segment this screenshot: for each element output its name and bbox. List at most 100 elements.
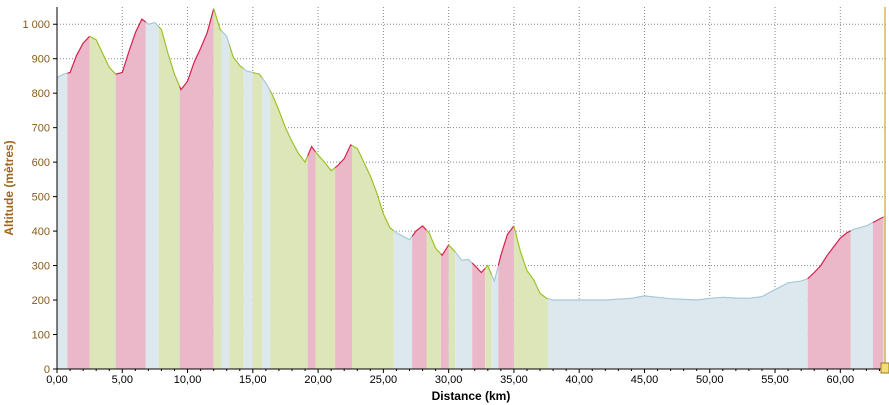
y-tick-label: 700 bbox=[32, 123, 50, 135]
climb-segment-area bbox=[67, 36, 90, 370]
x-tick-labels: 0,00 5,00 10,00 15,00 20,00 25,00 30,00 35,00 40… bbox=[46, 369, 880, 386]
flat-segment-area bbox=[547, 278, 808, 369]
x-tick-label: 20,00 bbox=[304, 374, 332, 386]
climb-segment-area bbox=[335, 144, 352, 369]
flat-segment-area bbox=[243, 68, 253, 369]
y-tick-label: 300 bbox=[32, 261, 50, 273]
x-tick-label: 50,00 bbox=[696, 374, 724, 386]
position-cursor[interactable] bbox=[880, 7, 889, 374]
y-tick-label: 600 bbox=[32, 157, 50, 169]
y-tick-labels: 0 100 200 300 400 500 600 700 800 900 1 000 bbox=[22, 19, 57, 376]
y-tick-label: 500 bbox=[32, 192, 50, 204]
x-tick-label: 55,00 bbox=[761, 374, 789, 386]
climb-segment-line bbox=[307, 145, 316, 157]
flat-segment-area bbox=[455, 251, 473, 369]
y-tick-label: 900 bbox=[32, 54, 50, 66]
flat-segment-area bbox=[57, 73, 68, 369]
descent-segment-area bbox=[252, 72, 262, 369]
climb-segment-line bbox=[179, 8, 215, 91]
cursor-handle[interactable] bbox=[880, 362, 889, 374]
descent-segment-line bbox=[228, 44, 245, 70]
climb-segment-area bbox=[498, 225, 514, 369]
x-tick-label: 45,00 bbox=[631, 374, 659, 386]
descent-segment-area bbox=[352, 145, 394, 369]
descent-segment-line bbox=[484, 264, 493, 276]
flat-segment-line bbox=[850, 221, 874, 232]
descent-segment-area bbox=[448, 244, 456, 369]
climb-segment-line bbox=[471, 262, 486, 274]
descent-segment-line bbox=[252, 71, 263, 79]
climb-segment-line bbox=[497, 225, 515, 266]
x-tick-label: 60,00 bbox=[827, 374, 855, 386]
flat-segment-line bbox=[393, 230, 413, 241]
descent-segment-line bbox=[426, 229, 442, 255]
elevation-lines bbox=[56, 8, 887, 301]
elevation-areas bbox=[57, 8, 886, 370]
flat-segment-line bbox=[243, 68, 253, 74]
descent-segment-line bbox=[448, 244, 456, 253]
y-tick-label: 200 bbox=[32, 295, 50, 307]
descent-segment-area bbox=[426, 230, 441, 369]
descent-segment-area bbox=[485, 265, 492, 369]
flat-segment-area bbox=[850, 222, 873, 369]
climb-segment-line bbox=[334, 144, 353, 169]
descent-segment-line bbox=[213, 8, 222, 32]
flat-segment-line bbox=[454, 251, 473, 264]
climb-segment-line bbox=[67, 35, 91, 74]
descent-segment-area bbox=[269, 90, 308, 369]
climb-segment-line bbox=[411, 225, 427, 237]
flat-segment-line bbox=[261, 77, 271, 91]
flat-segment-line bbox=[145, 21, 160, 28]
descent-segment-area bbox=[158, 26, 180, 369]
x-tick-label: 15,00 bbox=[239, 374, 267, 386]
x-axis-title: Distance (km) bbox=[432, 389, 511, 403]
y-tick-label: 100 bbox=[32, 330, 50, 342]
descent-segment-area bbox=[315, 151, 336, 369]
descent-segment-line bbox=[158, 26, 181, 87]
descent-segment-line bbox=[89, 35, 117, 75]
flat-segment-area bbox=[221, 30, 230, 370]
climb-segment-line bbox=[807, 230, 852, 280]
climb-segment-area bbox=[807, 230, 851, 369]
descent-segment-line bbox=[269, 89, 309, 164]
x-tick-label: 10,00 bbox=[174, 374, 202, 386]
flat-segment-line bbox=[547, 278, 808, 301]
x-tick-label: 35,00 bbox=[500, 374, 528, 386]
flat-segment-area bbox=[393, 230, 413, 369]
descent-segment-area bbox=[213, 8, 222, 369]
flat-segment-area bbox=[145, 22, 159, 369]
x-tick-label: 30,00 bbox=[435, 374, 463, 386]
x-tick-label: 25,00 bbox=[370, 374, 398, 386]
climb-segment-line bbox=[872, 216, 884, 224]
climb-segment-area bbox=[472, 263, 486, 369]
flat-segment-line bbox=[56, 72, 68, 79]
y-tick-label: 0 bbox=[44, 364, 50, 376]
descent-segment-line bbox=[513, 225, 549, 300]
x-tick-label: 0,00 bbox=[46, 374, 67, 386]
y-tick-label: 1 000 bbox=[22, 19, 50, 31]
descent-segment-line bbox=[315, 151, 336, 172]
climb-segment-area bbox=[307, 146, 316, 369]
climb-segment-line bbox=[440, 244, 450, 257]
climb-segment-area bbox=[179, 8, 214, 369]
y-axis-title: Altitude (mètres) bbox=[2, 140, 16, 235]
x-tick-label: 5,00 bbox=[112, 374, 133, 386]
x-tick-label: 40,00 bbox=[565, 374, 593, 386]
climb-segment-area bbox=[440, 244, 449, 369]
climb-segment-line bbox=[115, 18, 147, 75]
descent-segment-area bbox=[229, 44, 244, 369]
descent-segment-area bbox=[513, 225, 548, 369]
climb-segment-area bbox=[412, 225, 427, 369]
flat-segment-area bbox=[262, 77, 270, 369]
climb-segment-area bbox=[872, 217, 884, 369]
flat-segment-line bbox=[221, 30, 230, 45]
climb-segment-area bbox=[115, 19, 146, 369]
axes bbox=[56, 7, 886, 370]
flat-segment-line bbox=[491, 265, 499, 283]
y-tick-label: 800 bbox=[32, 88, 50, 100]
y-tick-label: 400 bbox=[32, 226, 50, 238]
descent-segment-line bbox=[351, 145, 395, 232]
descent-segment-area bbox=[89, 36, 116, 370]
flat-segment-area bbox=[491, 265, 499, 369]
